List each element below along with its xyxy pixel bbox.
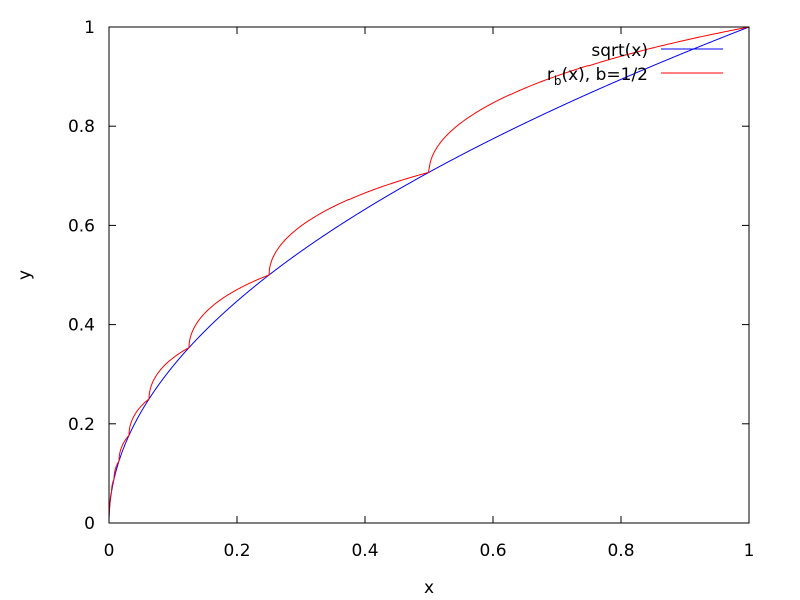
x-tick-label: 0 xyxy=(104,541,115,561)
y-tick-label: 1 xyxy=(84,18,95,38)
series-line-rb xyxy=(108,26,750,523)
x-tick-label: 0.6 xyxy=(479,541,506,561)
legend: sqrt(x) rb(x), b=1/2 xyxy=(547,41,723,88)
y-axis-label: y xyxy=(15,270,35,280)
y-tick-label: 0.4 xyxy=(68,316,95,336)
x-axis-label: x xyxy=(424,578,434,598)
y-tick-label: 0 xyxy=(84,514,95,534)
x-tick-label: 0.4 xyxy=(351,541,378,561)
y-tick-label: 0.8 xyxy=(68,117,95,137)
x-tick-label: 1 xyxy=(744,541,755,561)
legend-label-rb-main: r xyxy=(547,65,554,85)
y-tick-label: 0.6 xyxy=(68,216,95,236)
legend-label-rb: rb(x), b=1/2 xyxy=(547,65,648,88)
legend-label-sqrt: sqrt(x) xyxy=(591,41,648,61)
legend-label-rb-rest: (x), b=1/2 xyxy=(561,65,648,85)
x-tick-label: 0.8 xyxy=(607,541,634,561)
x-tick-label: 0.2 xyxy=(223,541,250,561)
tick-layer: 0 0.2 0.4 0.6 0.8 1 0 0.2 0.4 0.6 0.8 1 xyxy=(68,18,754,561)
series-layer xyxy=(108,26,750,523)
plot-frame xyxy=(108,26,750,524)
y-tick-label: 0.2 xyxy=(68,415,95,435)
legend-label-rb-subscript: b xyxy=(554,74,562,88)
series-line-sqrt xyxy=(108,26,750,523)
